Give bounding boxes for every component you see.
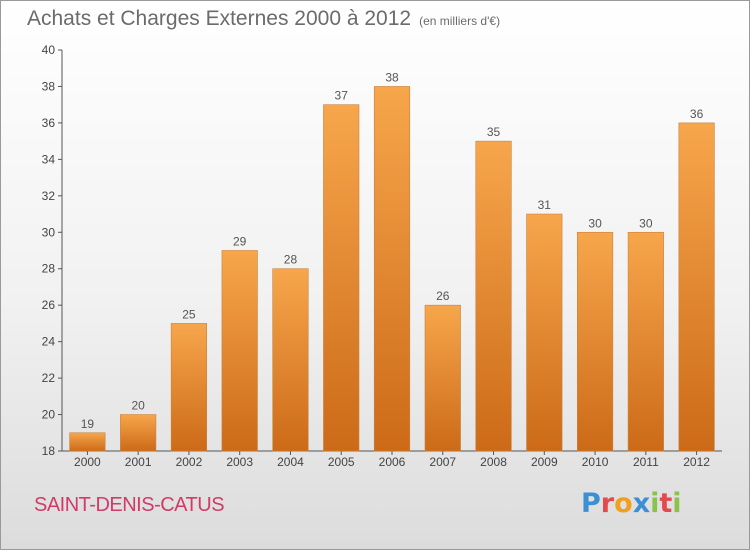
- y-tick-label: 20: [42, 408, 56, 422]
- bar-2005: [323, 104, 360, 452]
- bar-2010: [577, 231, 614, 452]
- x-tick-label-2007: 2007: [429, 455, 456, 469]
- chart-labels: 19 2000 20 2001 25 2002 29 2003 28 2004 37 2005 38 20…: [74, 70, 710, 469]
- y-tick-label: 18: [42, 444, 56, 458]
- chart-bars: [69, 86, 715, 452]
- bar-2009: [526, 213, 563, 452]
- x-tick-label-2004: 2004: [277, 455, 304, 469]
- data-label-2002: 25: [182, 307, 196, 321]
- bar-2002: [170, 323, 207, 452]
- data-label-2003: 29: [233, 235, 247, 249]
- data-label-2011: 30: [639, 216, 653, 230]
- chart-axes: 18 20 22 24 26 28 30 32 34 36 38 40: [42, 43, 722, 458]
- chart-title-text: Achats et Charges Externes 2000 à 2012: [27, 7, 412, 30]
- y-tick-label: 26: [42, 298, 56, 312]
- x-tick-label-2008: 2008: [480, 455, 507, 469]
- y-tick-label: 32: [42, 189, 56, 203]
- x-tick-label-2006: 2006: [379, 455, 406, 469]
- data-label-2009: 31: [538, 198, 552, 212]
- x-tick-label-2010: 2010: [582, 455, 609, 469]
- bar-2003: [221, 250, 258, 452]
- y-tick-label: 28: [42, 262, 56, 276]
- x-tick-label-2012: 2012: [683, 455, 710, 469]
- x-tick-label-2000: 2000: [74, 455, 101, 469]
- logo-letter: i: [672, 488, 682, 519]
- proxiti-logo: Proxiti: [581, 488, 682, 519]
- x-tick-label-2003: 2003: [226, 455, 253, 469]
- bar-2007: [424, 304, 461, 452]
- bar-2000: [69, 432, 106, 452]
- data-label-2001: 20: [131, 399, 145, 413]
- bar-2006: [373, 86, 411, 452]
- x-tick-label-2005: 2005: [328, 455, 355, 469]
- commune-name: SAINT-DENIS-CATUS: [34, 494, 225, 516]
- bar-2011: [627, 231, 664, 452]
- logo-letter: o: [614, 488, 633, 519]
- logo-letter: P: [581, 488, 601, 519]
- data-label-2008: 35: [487, 125, 501, 139]
- logo-letter: t: [659, 488, 673, 519]
- logo-letter: i: [650, 488, 660, 519]
- y-tick-label: 24: [42, 335, 56, 349]
- data-label-2006: 38: [385, 70, 399, 84]
- y-tick-label: 30: [42, 225, 56, 239]
- y-tick-label: 36: [42, 116, 56, 130]
- data-label-2012: 36: [690, 107, 704, 121]
- x-tick-label-2011: 2011: [633, 455, 659, 469]
- logo-letter: x: [632, 488, 651, 519]
- chart-title: Achats et Charges Externes 2000 à 2012 (e…: [27, 7, 500, 31]
- data-label-2000: 19: [81, 417, 95, 431]
- data-label-2010: 30: [588, 216, 602, 230]
- bar-2001: [120, 414, 157, 452]
- y-tick-label: 34: [42, 152, 56, 166]
- logo-letter: r: [600, 488, 615, 519]
- bar-2008: [475, 140, 512, 452]
- y-tick-label: 38: [42, 79, 56, 93]
- x-tick-label-2002: 2002: [176, 455, 203, 469]
- data-label-2004: 28: [284, 253, 298, 267]
- bar-2004: [272, 268, 309, 452]
- bar-2012: [678, 122, 715, 452]
- x-tick-label-2001: 2001: [125, 455, 152, 469]
- data-label-2005: 37: [335, 89, 349, 103]
- y-tick-label: 40: [42, 43, 56, 57]
- y-tick-label: 22: [42, 371, 56, 385]
- chart-unit: (en milliers d'€): [419, 14, 501, 28]
- data-label-2007: 26: [436, 289, 450, 303]
- x-tick-label-2009: 2009: [531, 455, 558, 469]
